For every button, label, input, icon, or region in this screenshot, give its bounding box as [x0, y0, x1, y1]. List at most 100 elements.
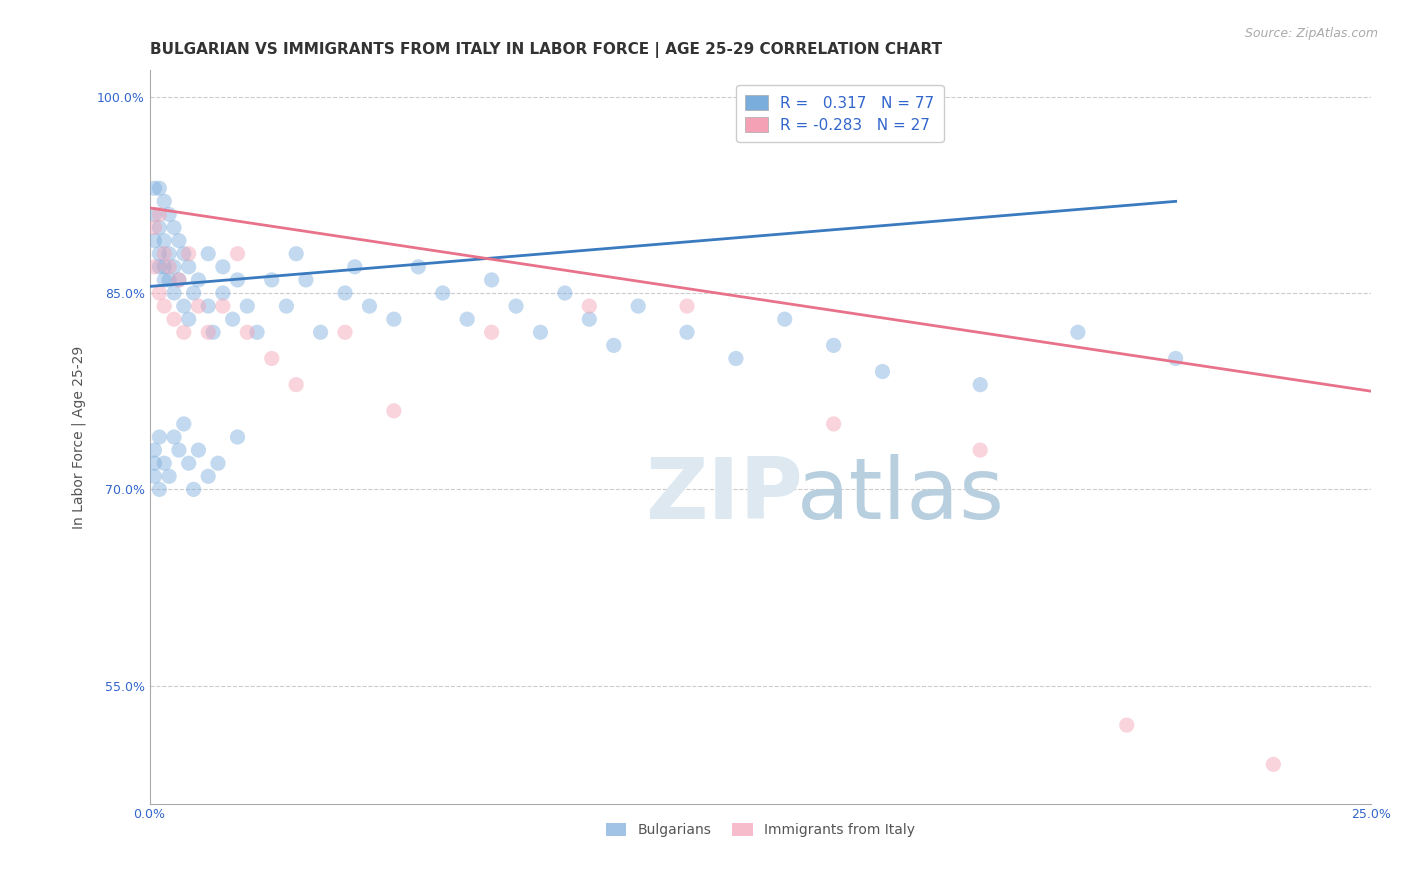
Point	[221, 312, 243, 326]
Point	[173, 246, 195, 260]
Point	[153, 194, 176, 209]
Point	[969, 377, 991, 392]
Point	[177, 246, 200, 260]
Point	[163, 430, 186, 444]
Point	[724, 351, 747, 366]
Point	[157, 246, 180, 260]
Point	[157, 207, 180, 221]
Point	[157, 260, 180, 274]
Point	[823, 338, 845, 352]
Point	[153, 234, 176, 248]
Point	[148, 181, 170, 195]
Point	[153, 273, 176, 287]
Point	[187, 299, 209, 313]
Point	[173, 417, 195, 431]
Point	[285, 377, 308, 392]
Point	[197, 469, 219, 483]
Point	[143, 207, 166, 221]
Point	[333, 326, 356, 340]
Point	[260, 351, 283, 366]
Point	[226, 273, 249, 287]
Point	[187, 443, 209, 458]
Point	[212, 285, 235, 300]
Legend: Bulgarians, Immigrants from Italy: Bulgarians, Immigrants from Italy	[599, 816, 922, 845]
Point	[823, 417, 845, 431]
Point	[197, 326, 219, 340]
Point	[148, 430, 170, 444]
Point	[143, 443, 166, 458]
Point	[143, 456, 166, 470]
Point	[212, 299, 235, 313]
Point	[481, 326, 503, 340]
Point	[1164, 351, 1187, 366]
Point	[148, 483, 170, 497]
Text: atlas: atlas	[797, 454, 1005, 537]
Point	[153, 260, 176, 274]
Point	[167, 273, 190, 287]
Point	[148, 207, 170, 221]
Point	[676, 326, 699, 340]
Point	[456, 312, 478, 326]
Point	[177, 312, 200, 326]
Point	[143, 260, 166, 274]
Point	[872, 365, 894, 379]
Point	[163, 285, 186, 300]
Point	[529, 326, 551, 340]
Point	[676, 299, 699, 313]
Point	[177, 456, 200, 470]
Point	[163, 220, 186, 235]
Point	[276, 299, 298, 313]
Point	[309, 326, 332, 340]
Point	[153, 456, 176, 470]
Point	[202, 326, 225, 340]
Point	[157, 469, 180, 483]
Point	[207, 456, 229, 470]
Point	[183, 285, 205, 300]
Point	[382, 312, 405, 326]
Point	[167, 443, 190, 458]
Y-axis label: In Labor Force | Age 25-29: In Labor Force | Age 25-29	[72, 345, 86, 529]
Point	[1067, 326, 1090, 340]
Point	[432, 285, 454, 300]
Point	[505, 299, 527, 313]
Point	[969, 443, 991, 458]
Point	[177, 260, 200, 274]
Point	[554, 285, 576, 300]
Point	[603, 338, 626, 352]
Point	[173, 326, 195, 340]
Point	[197, 246, 219, 260]
Point	[143, 220, 166, 235]
Point	[333, 285, 356, 300]
Point	[163, 260, 186, 274]
Point	[143, 469, 166, 483]
Point	[148, 260, 170, 274]
Point	[148, 246, 170, 260]
Point	[226, 430, 249, 444]
Text: BULGARIAN VS IMMIGRANTS FROM ITALY IN LABOR FORCE | AGE 25-29 CORRELATION CHART: BULGARIAN VS IMMIGRANTS FROM ITALY IN LA…	[149, 42, 942, 58]
Point	[295, 273, 318, 287]
Point	[167, 234, 190, 248]
Point	[236, 299, 259, 313]
Point	[157, 273, 180, 287]
Point	[627, 299, 650, 313]
Point	[148, 220, 170, 235]
Point	[153, 299, 176, 313]
Point	[382, 404, 405, 418]
Point	[197, 299, 219, 313]
Point	[153, 246, 176, 260]
Point	[236, 326, 259, 340]
Point	[183, 483, 205, 497]
Point	[1263, 757, 1285, 772]
Point	[148, 285, 170, 300]
Point	[359, 299, 381, 313]
Point	[173, 299, 195, 313]
Point	[187, 273, 209, 287]
Point	[343, 260, 366, 274]
Point	[1115, 718, 1137, 732]
Point	[578, 299, 600, 313]
Point	[481, 273, 503, 287]
Point	[285, 246, 308, 260]
Point	[246, 326, 269, 340]
Point	[163, 312, 186, 326]
Point	[143, 181, 166, 195]
